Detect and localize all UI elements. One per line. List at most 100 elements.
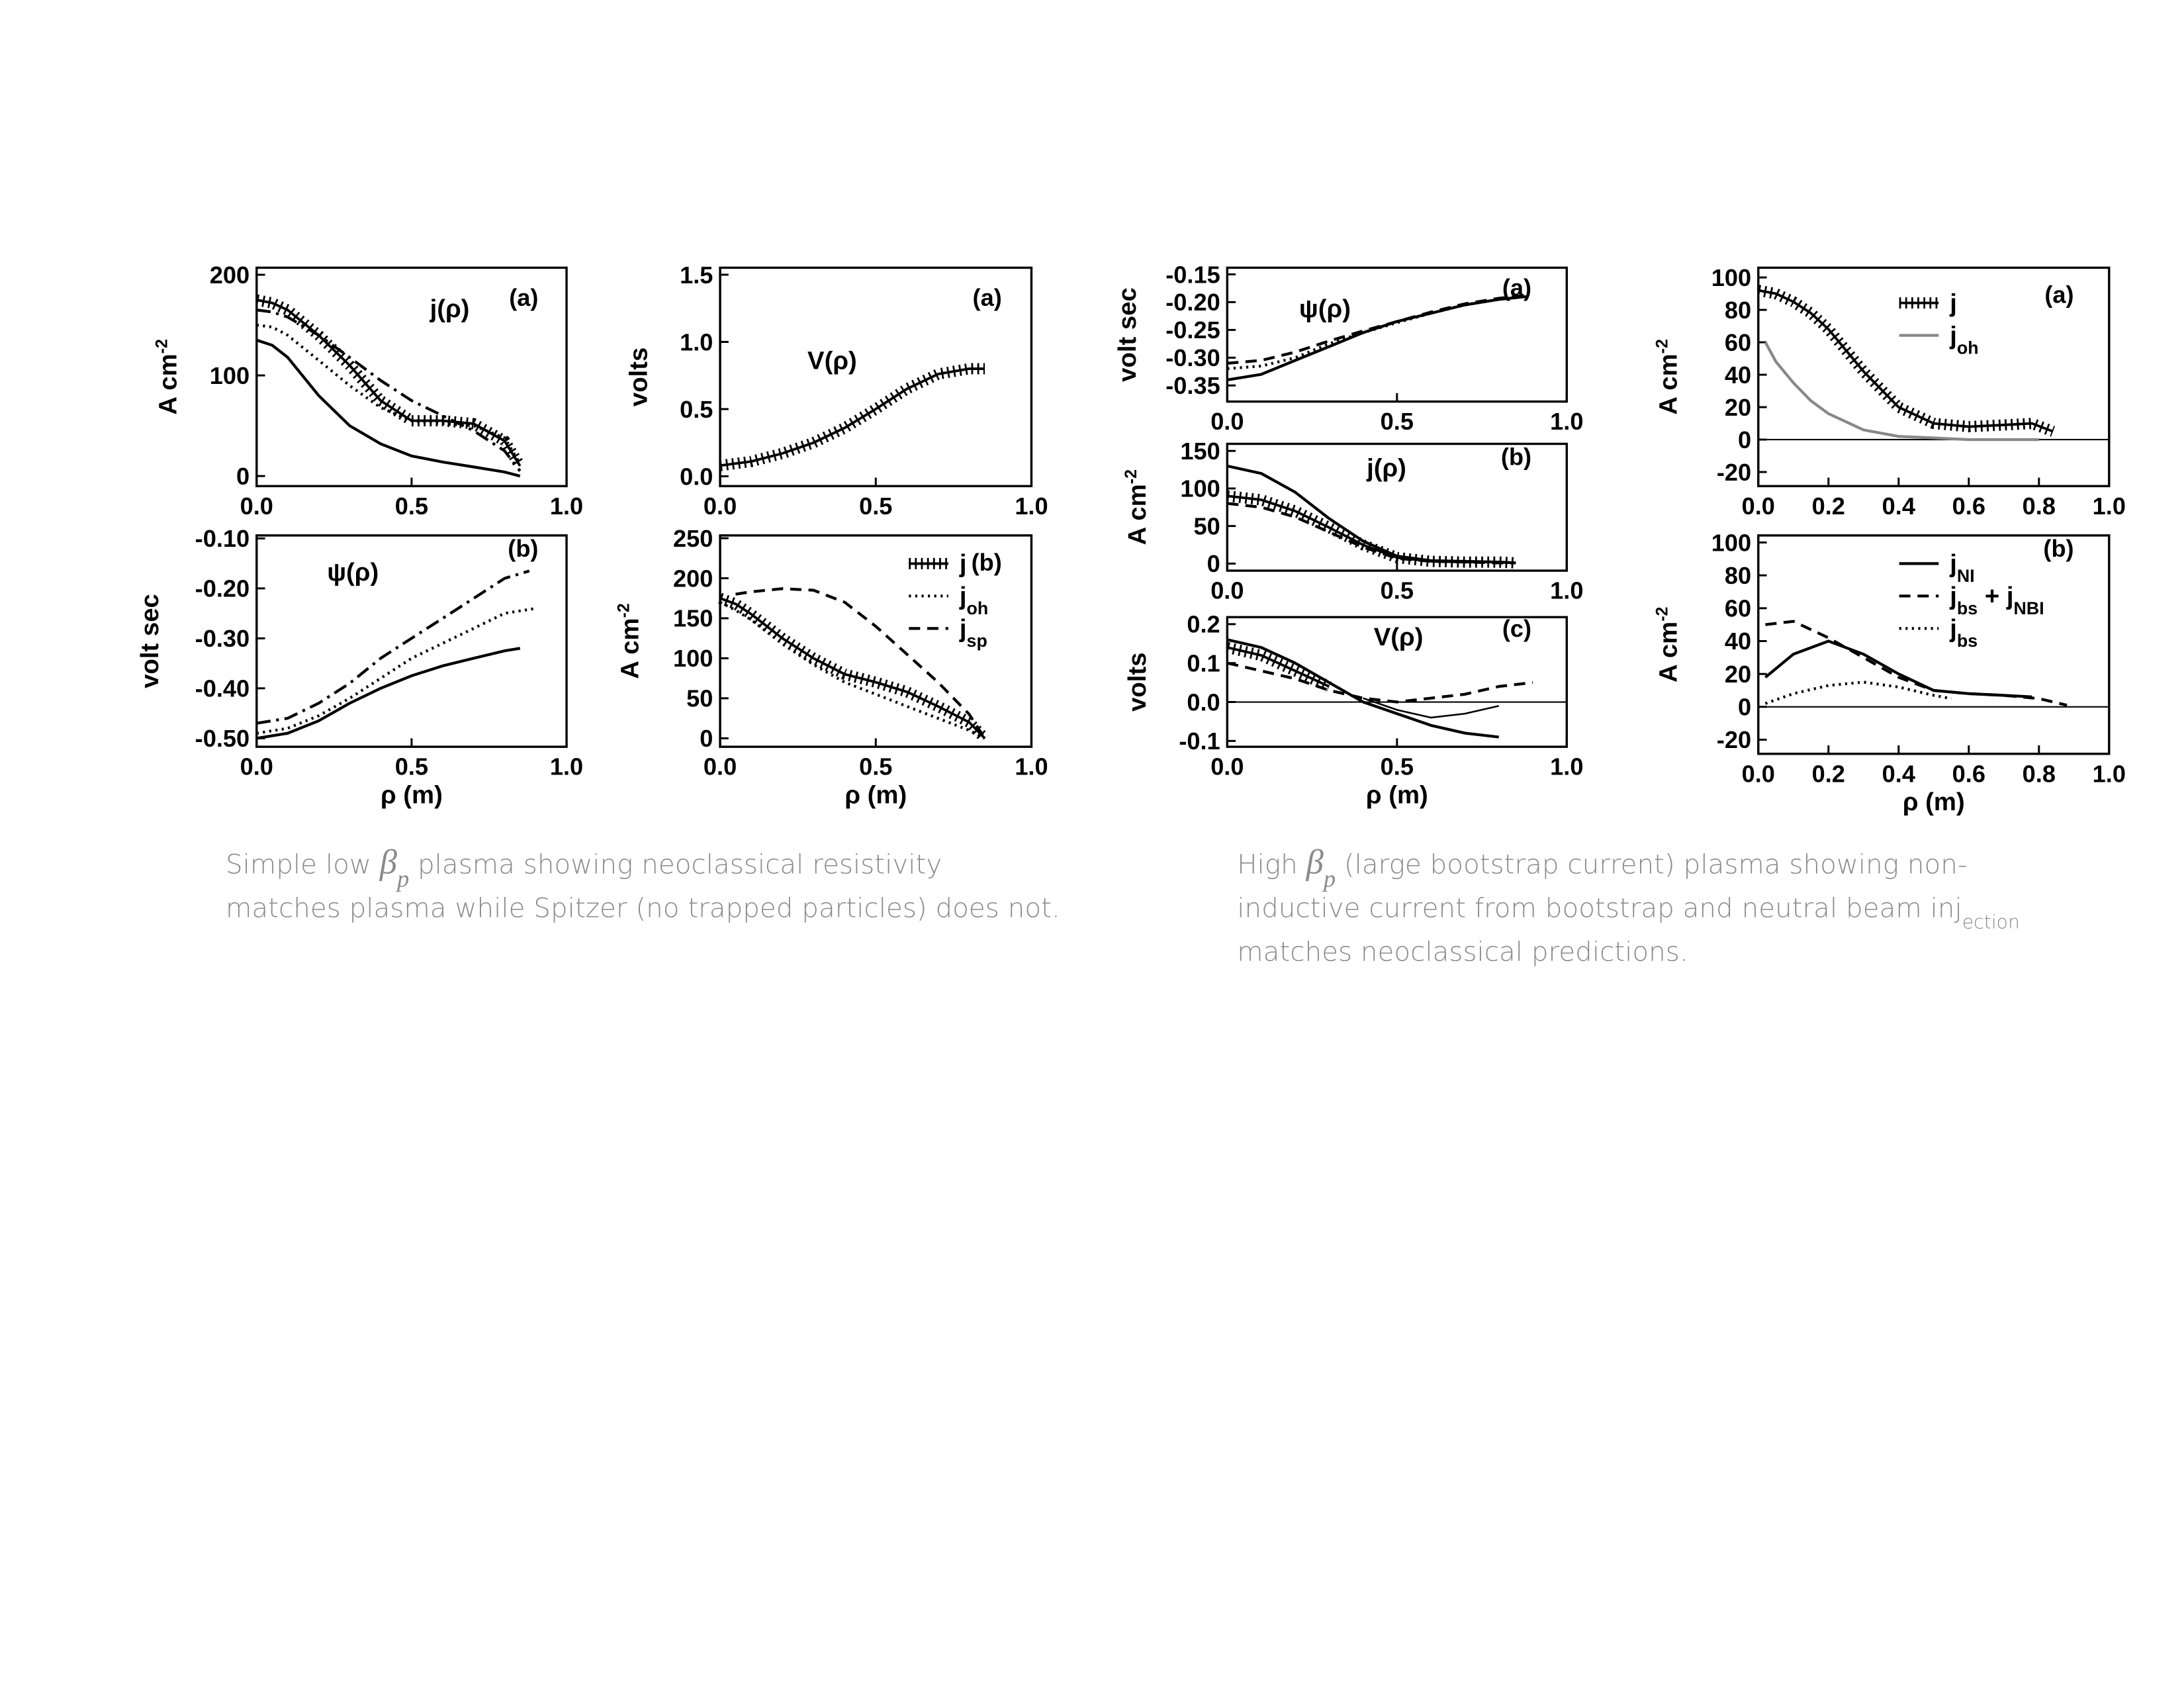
hatch-overlay [719, 363, 985, 471]
y-tick-label: 40 [1725, 361, 1751, 389]
y-tick-label: 80 [1725, 297, 1751, 324]
y-tick-label: 0 [236, 463, 250, 490]
x-tick-label: 1.0 [1550, 753, 1583, 780]
y-tick-label: 1.0 [680, 328, 713, 355]
x-tick-label: 0.5 [395, 492, 428, 520]
x-tick-label: 0.0 [1210, 408, 1244, 435]
legend-label: jbs [1949, 614, 1978, 651]
data-line [256, 607, 536, 735]
y-tick-label: 200 [673, 565, 713, 592]
panel-label: (a) [509, 284, 538, 311]
x-tick-label: 0.5 [859, 753, 892, 780]
y-tick-label: 0 [1207, 550, 1220, 577]
y-tick-label: -0.50 [195, 725, 250, 752]
y-axis-label: A cm-2 [1653, 339, 1682, 414]
y-axis-label: A cm-2 [615, 603, 645, 679]
x-tick-label: 0.6 [1952, 760, 1985, 787]
data-line [256, 299, 522, 467]
y-axis-label: A cm-2 [152, 339, 182, 414]
panel-label: (b) [508, 535, 538, 562]
data-line [256, 308, 522, 472]
legend-label: joh [1949, 321, 1978, 357]
y-tick-label: 100 [1711, 264, 1751, 291]
y-tick-label: 0 [1738, 426, 1751, 453]
plot-frame [255, 534, 568, 748]
x-tick-label: 0.4 [1882, 760, 1915, 787]
data-line [1226, 638, 1499, 739]
data-line [719, 367, 985, 467]
y-tick-label: 100 [1711, 529, 1751, 556]
x-tick-label: 0.0 [1210, 577, 1244, 604]
chart: 0.0 0.5 1.0 1.5 0.0 0.5 1.0 V(ρ) (a) volts [624, 261, 1048, 520]
x-tick-label: 0.4 [1882, 492, 1915, 520]
data-line [719, 596, 986, 739]
y-tick-label: 50 [686, 685, 713, 712]
x-tick-label: 0.0 [704, 753, 737, 780]
y-tick-label: 40 [1725, 628, 1751, 655]
chart: 0 100 200 0.0 0.5 1.0 j(ρ) (a) A cm-2 [152, 261, 583, 520]
x-tick-label: 0.5 [859, 492, 892, 520]
data-line [1765, 620, 2068, 707]
legend-label: joh [959, 582, 988, 618]
y-axis-label: A cm-2 [1122, 469, 1152, 545]
chart: -20 0 20 40 60 80 100 0.0 0.2 0.4 0.6 0.8 1.0 (b) A cm… [1653, 529, 2126, 816]
x-tick-label: 0.5 [1381, 577, 1414, 604]
x-tick-label: 0.0 [240, 492, 273, 520]
y-axis-label: volts [1123, 653, 1152, 712]
hatch-overlay [1226, 490, 1516, 569]
caption-line: High βp (large bootstrap current) plasma… [1237, 843, 1967, 892]
y-tick-label: -0.35 [1165, 372, 1220, 399]
y-tick-label: 1.5 [680, 261, 713, 289]
data-line [1226, 661, 1533, 704]
y-tick-label: -0.15 [1165, 261, 1220, 288]
caption-line: inductive current from bootstrap and neu… [1237, 892, 2020, 933]
y-tick-label: -0.40 [195, 675, 250, 702]
y-axis-label: A cm-2 [1653, 607, 1682, 682]
x-tick-label: 0.5 [1381, 753, 1414, 780]
x-tick-label: 0.8 [2023, 760, 2056, 787]
x-tick-label: 1.0 [550, 492, 583, 520]
y-tick-label: 0.0 [1187, 688, 1220, 716]
y-tick-label: 60 [1725, 329, 1751, 356]
y-tick-label: -0.30 [195, 625, 250, 652]
hatch-overlay [255, 294, 525, 469]
x-axis-label: ρ (m) [381, 780, 443, 809]
data-line [1227, 494, 1516, 565]
data-line [1227, 295, 1527, 371]
y-tick-label: -0.1 [1179, 727, 1220, 755]
x-axis-label: ρ (m) [1903, 788, 1965, 816]
y-tick-label: -0.20 [1165, 289, 1220, 316]
legend-label: jsp [959, 614, 987, 651]
y-tick-label: 100 [210, 362, 250, 389]
panel-label: (a) [2044, 281, 2073, 308]
x-tick-label: 0.5 [395, 753, 428, 780]
x-tick-label: 0.8 [2023, 492, 2056, 520]
x-tick-label: 1.0 [1550, 577, 1583, 604]
x-tick-label: 0.0 [704, 492, 737, 520]
legend-label: jNI [1949, 549, 1974, 586]
x-tick-label: 0.2 [1812, 760, 1845, 787]
y-tick-label: 0 [700, 725, 713, 752]
y-tick-label: 100 [1180, 475, 1220, 502]
x-tick-label: 1.0 [1015, 492, 1048, 520]
y-tick-label: 100 [673, 645, 713, 672]
panel-label: (a) [973, 284, 1002, 311]
y-tick-label: 150 [673, 605, 713, 632]
y-tick-label: 250 [673, 525, 713, 552]
chart-title: j(ρ) [430, 295, 470, 323]
panel-label: (c) [1502, 615, 1531, 642]
x-axis-label: ρ (m) [844, 780, 907, 809]
y-tick-label: 0.0 [680, 463, 713, 490]
y-tick-label: 0 [1738, 694, 1751, 721]
x-tick-label: 1.0 [550, 753, 583, 780]
data-line [256, 323, 522, 465]
caption-line: matches neoclassical predictions. [1237, 936, 1688, 968]
panel-label: (b) [2043, 535, 2073, 562]
x-tick-label: 1.0 [2093, 760, 2126, 787]
hatch-overlay [718, 592, 989, 743]
x-tick-label: 1.0 [1550, 408, 1583, 435]
y-tick-label: 0.1 [1187, 649, 1220, 677]
